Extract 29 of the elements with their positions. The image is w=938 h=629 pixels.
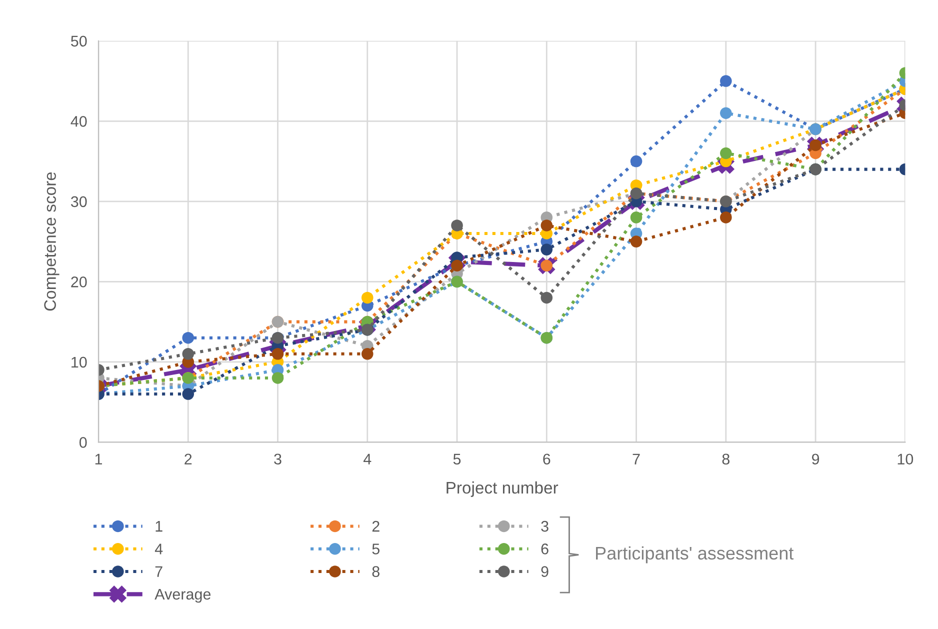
x-tick-label: 7 bbox=[632, 454, 640, 464]
y-tick-label: 20 bbox=[71, 276, 87, 288]
text: Participants' assessment bbox=[596, 546, 794, 564]
legend-label: 4 bbox=[154, 544, 163, 554]
x-axis-title: Project number bbox=[446, 481, 558, 497]
legend-label: 5 bbox=[372, 544, 380, 554]
x-tick-label: 5 bbox=[453, 454, 461, 465]
legend-label: 8 bbox=[372, 566, 380, 578]
y-tick-label: 0 bbox=[79, 437, 87, 448]
y-axis-title: Competence score bbox=[44, 172, 60, 311]
x-tick-label: 4 bbox=[363, 454, 372, 464]
legend-label: 1 bbox=[156, 521, 162, 532]
y-tick-label: 10 bbox=[72, 356, 87, 368]
x-tick-label: 3 bbox=[274, 454, 282, 465]
x-tick-label: 9 bbox=[812, 454, 820, 465]
x-tick-label: 2 bbox=[184, 454, 192, 464]
legend-label: 3 bbox=[541, 520, 548, 532]
y-tick-label: 40 bbox=[70, 116, 87, 127]
x-tick-label: 8 bbox=[722, 454, 730, 465]
legend-label: Average bbox=[154, 588, 211, 603]
legend-label: 7 bbox=[155, 566, 162, 577]
x-tick-label: 10 bbox=[898, 454, 914, 465]
legend-label: 2 bbox=[372, 520, 380, 532]
x-tick-label: 1 bbox=[95, 454, 102, 464]
x-tick-label: 6 bbox=[543, 454, 550, 465]
legend-label: 9 bbox=[541, 566, 548, 578]
y-tick-label: 30 bbox=[70, 196, 87, 208]
legend-label: 6 bbox=[541, 544, 548, 554]
y-tick-label: 50 bbox=[71, 36, 87, 47]
